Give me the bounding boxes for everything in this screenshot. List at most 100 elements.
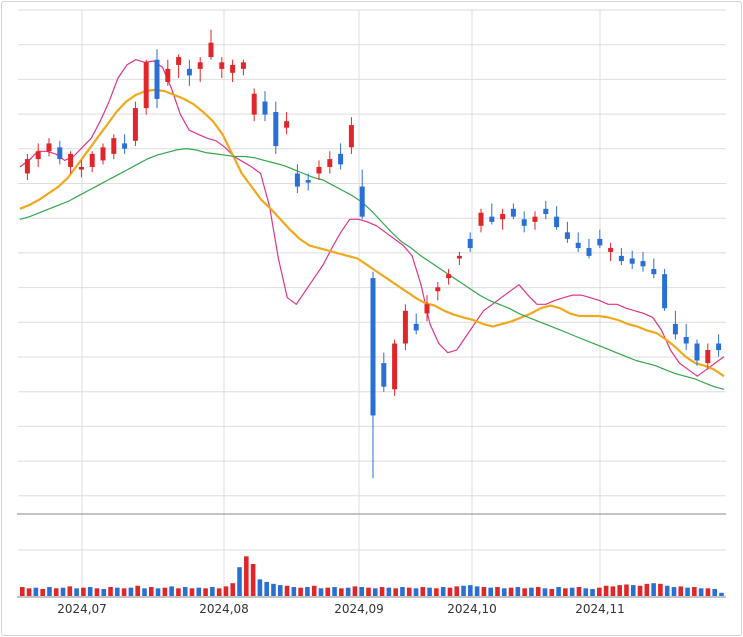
candle-body <box>89 153 95 167</box>
x-tick-label: 2024,08 <box>199 602 249 616</box>
volume-bar <box>495 587 500 596</box>
candle-body <box>532 216 538 222</box>
candle-body <box>240 62 246 69</box>
volume-bar <box>284 585 290 596</box>
volume-bar <box>549 588 555 596</box>
volume-bar <box>474 586 480 596</box>
candle-body <box>618 255 624 262</box>
volume-bar <box>610 586 616 596</box>
volume-bar <box>87 587 93 596</box>
candle-body <box>694 343 700 361</box>
candle-body <box>705 350 711 364</box>
volume-bar <box>20 587 25 596</box>
candle-body <box>359 186 365 217</box>
candle-body <box>716 343 722 351</box>
volume-bar <box>637 585 643 596</box>
volume-bar <box>223 586 229 596</box>
volume-bar <box>60 587 66 596</box>
moving-average-line <box>19 88 725 378</box>
x-tick-label: 2024,11 <box>575 602 625 616</box>
volume-bar <box>529 587 534 596</box>
candle-body <box>24 159 30 174</box>
candle-body <box>640 261 646 267</box>
volume-bar <box>26 588 32 596</box>
volume-bar <box>373 588 378 596</box>
volume-bar <box>176 588 181 596</box>
candle-body <box>208 42 214 58</box>
volume-bar <box>135 585 140 596</box>
volume-bar <box>47 587 52 596</box>
x-tick-label: 2024,07 <box>57 602 107 616</box>
volume-bar <box>277 585 283 596</box>
volume-bar <box>590 588 595 596</box>
candle-body <box>554 216 560 228</box>
volume-bar <box>345 587 351 596</box>
candle-body <box>100 147 106 161</box>
candle-body <box>586 248 592 256</box>
volume-bar <box>386 587 392 596</box>
volume-bar <box>678 586 684 596</box>
candle-body <box>348 125 354 148</box>
candle-body <box>338 153 344 165</box>
volume-bar <box>658 583 663 596</box>
candle-body <box>597 238 603 246</box>
candle-body <box>456 255 462 259</box>
volume-bar <box>121 588 127 596</box>
candle-body <box>564 232 570 239</box>
volume-bar <box>563 588 568 596</box>
candle-body <box>186 68 192 76</box>
candle-body <box>165 68 171 82</box>
volume-bar <box>406 587 412 596</box>
candle-body <box>219 62 225 69</box>
volume-bar <box>413 588 419 596</box>
volume-bar <box>305 587 310 596</box>
candle-body <box>392 343 398 390</box>
volume-bar <box>603 585 609 596</box>
volume-bar <box>250 564 256 596</box>
volume-bar <box>108 587 113 596</box>
volume-bar <box>67 586 73 596</box>
candle-body <box>35 151 41 160</box>
volume-bar <box>481 587 487 596</box>
candles <box>24 29 722 479</box>
volume-bar <box>325 587 331 596</box>
volume-bar <box>81 587 86 596</box>
candle-body <box>68 153 74 167</box>
volume-bar <box>705 588 711 596</box>
candle-body <box>510 208 516 217</box>
candle-body <box>284 121 290 128</box>
volume-bar <box>339 588 344 596</box>
volume-bar <box>230 583 236 596</box>
volume-bar <box>359 587 365 596</box>
candle-body <box>662 274 668 309</box>
candle-body <box>435 287 441 292</box>
candle-body <box>294 173 300 187</box>
volume-bar <box>142 588 147 596</box>
moving-average-line <box>19 148 725 390</box>
volume-bar <box>271 583 276 596</box>
candle-body <box>316 166 322 174</box>
volume-bar <box>515 587 521 596</box>
volume-bars <box>20 556 724 596</box>
volume-bar <box>298 587 303 596</box>
candle-body <box>402 310 408 344</box>
volume-bar <box>53 588 59 596</box>
volume-bar <box>508 587 514 596</box>
candle-body <box>543 208 549 215</box>
volume-bar <box>101 588 107 596</box>
volume-bar <box>617 585 622 596</box>
x-axis: 2024,07 2024,08 2024,09 2024,10 2024,11 <box>57 602 625 616</box>
candle-body <box>370 278 376 416</box>
volume-bar <box>719 592 724 596</box>
candle-body <box>489 216 495 222</box>
volume-bar <box>698 588 704 596</box>
candle-body <box>122 143 128 149</box>
volume-bar <box>379 587 385 596</box>
volume-bar <box>332 587 337 596</box>
volume-bar <box>685 587 690 596</box>
volume-bar <box>644 583 650 596</box>
candle-body <box>413 323 419 331</box>
volume-bar <box>94 588 100 596</box>
volume-bar <box>352 586 358 596</box>
